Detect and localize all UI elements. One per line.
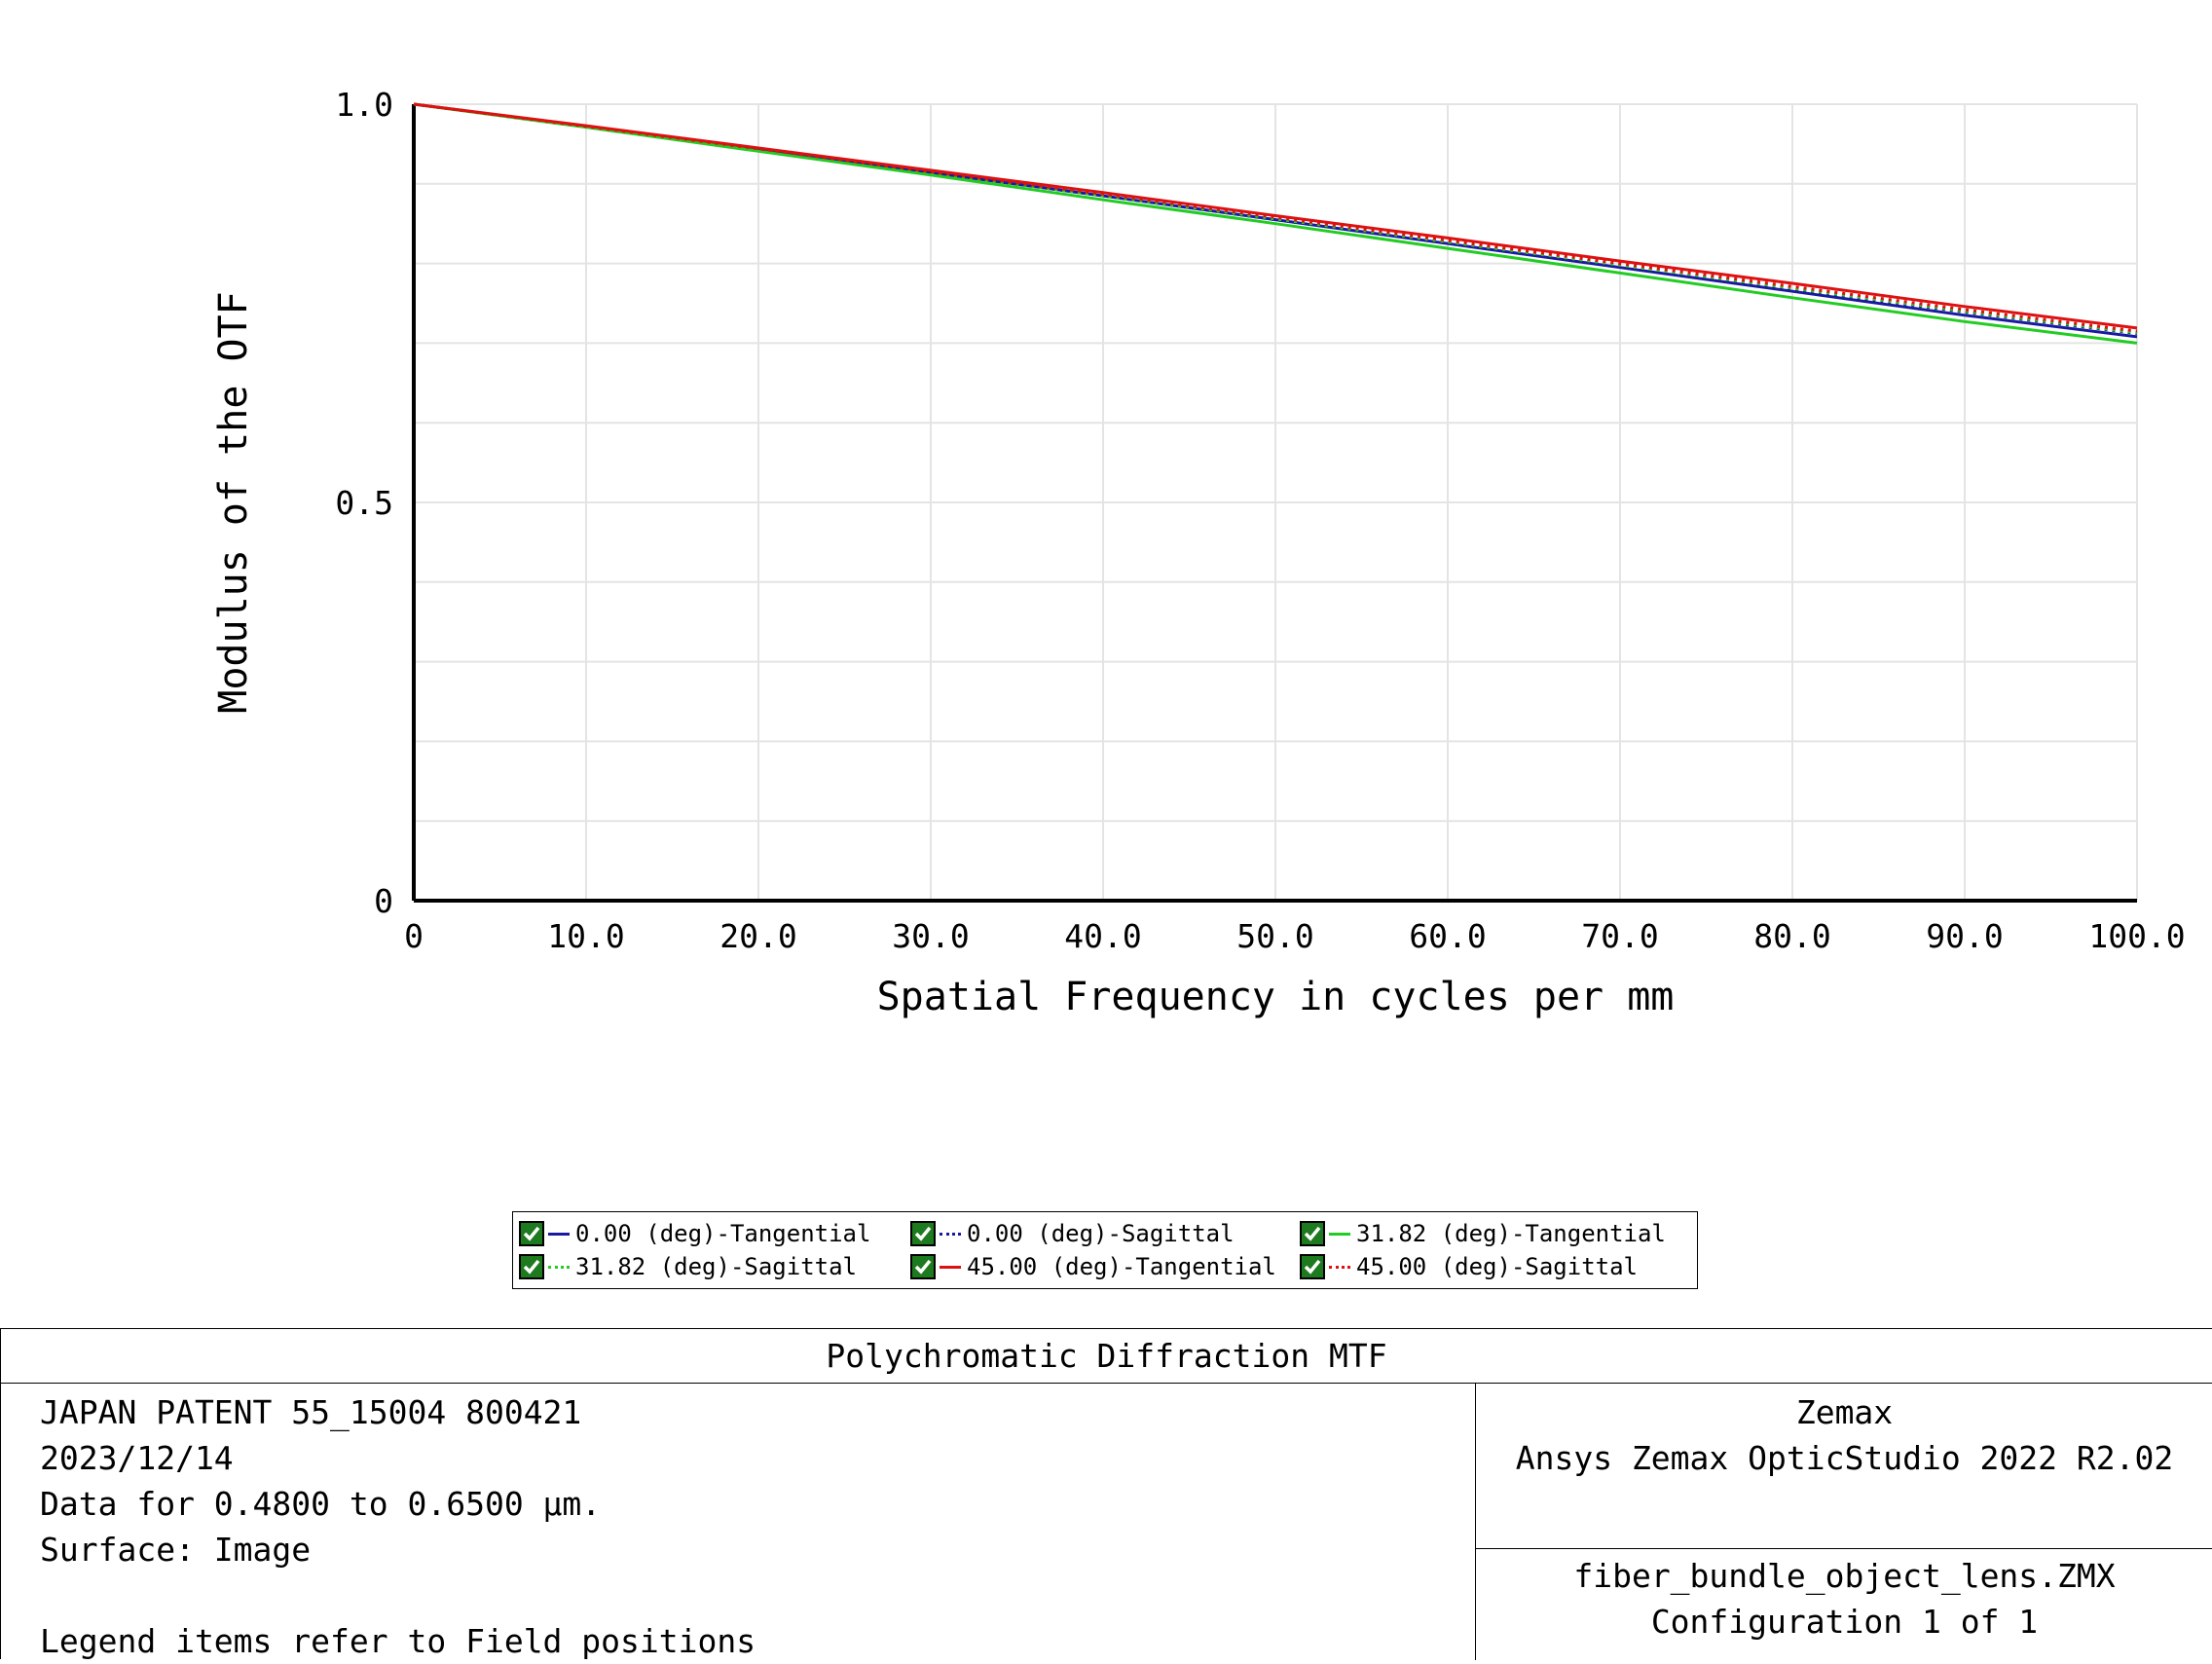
legend-label: 0.00 (deg)-Sagittal [967, 1220, 1235, 1247]
legend: 0.00 (deg)-Tangential 0.00 (deg)-Sagittal… [512, 1211, 1698, 1289]
legend-item[interactable]: 31.82 (deg)-Sagittal [519, 1251, 857, 1282]
info-vendor: Zemax [1795, 1393, 1894, 1431]
x-tick-label: 30.0 [892, 917, 969, 955]
x-tick-label: 0 [404, 917, 424, 955]
legend-label: 0.00 (deg)-Tangential [575, 1220, 871, 1247]
info-date-line: 2023/12/14 [40, 1439, 234, 1477]
x-tick-label: 90.0 [1926, 917, 2003, 955]
legend-item[interactable]: 31.82 (deg)-Tangential [1300, 1218, 1666, 1249]
legend-swatch-icon [940, 1232, 961, 1236]
x-tick-label: 60.0 [1409, 917, 1486, 955]
y-tick-label: 0 [374, 882, 393, 920]
info-left-panel: JAPAN PATENT 55_15004 800421 2023/12/14 … [40, 1389, 756, 1664]
x-tick-label: 100.0 [2088, 917, 2185, 955]
info-surface-line: Surface: Image [40, 1531, 312, 1569]
info-wavelength-line: Data for 0.4800 to 0.6500 µm. [40, 1485, 602, 1523]
y-tick-label: 0.5 [335, 484, 393, 522]
x-tick-label: 50.0 [1236, 917, 1313, 955]
info-filename: fiber_bundle_object_lens.ZMX [1573, 1557, 2116, 1595]
info-software-block: Zemax Ansys Zemax OpticStudio 2022 R2.02 [1476, 1384, 2212, 1549]
x-tick-label: 80.0 [1753, 917, 1830, 955]
series-lines [413, 102, 2138, 345]
legend-checkbox-icon[interactable] [1300, 1254, 1325, 1279]
legend-checkbox-icon[interactable] [519, 1221, 544, 1246]
y-tick-label: 1.0 [335, 86, 393, 124]
info-configuration: Configuration 1 of 1 [1650, 1603, 2039, 1641]
legend-swatch-icon [1329, 1265, 1350, 1269]
tick-labels: 0 10.0 20.0 30.0 40.0 50.0 60.0 70.0 80.0 90.0 100… [335, 86, 2185, 955]
legend-label: 45.00 (deg)-Tangential [967, 1253, 1276, 1280]
legend-checkbox-icon[interactable] [910, 1221, 936, 1246]
x-tick-label: 20.0 [719, 917, 796, 955]
info-table: Polychromatic Diffraction MTF JAPAN PATE… [0, 1328, 2212, 1660]
info-blank-line [40, 1572, 756, 1618]
legend-label: 31.82 (deg)-Tangential [1356, 1220, 1666, 1247]
legend-swatch-icon [548, 1265, 570, 1269]
legend-label: 31.82 (deg)-Sagittal [575, 1253, 857, 1280]
legend-checkbox-icon[interactable] [910, 1254, 936, 1279]
info-file-block: fiber_bundle_object_lens.ZMX Configurati… [1476, 1551, 2212, 1645]
info-software-version: Ansys Zemax OpticStudio 2022 R2.02 [1515, 1439, 2174, 1477]
legend-item[interactable]: 0.00 (deg)-Sagittal [910, 1218, 1235, 1249]
legend-swatch-icon [548, 1232, 570, 1236]
x-tick-label: 10.0 [547, 917, 624, 955]
legend-item[interactable]: 0.00 (deg)-Tangential [519, 1218, 870, 1249]
legend-item[interactable]: 45.00 (deg)-Tangential [910, 1251, 1276, 1282]
legend-checkbox-icon[interactable] [519, 1254, 544, 1279]
plot-title: Polychromatic Diffraction MTF [1, 1329, 2212, 1384]
info-right-panel: Zemax Ansys Zemax OpticStudio 2022 R2.02… [1475, 1384, 2212, 1660]
y-axis-label: Modulus of the OTF [211, 291, 256, 713]
info-legend-note-line: Legend items refer to Field positions [40, 1622, 756, 1660]
legend-label: 45.00 (deg)-Sagittal [1356, 1253, 1638, 1280]
x-axis-label: Spatial Frequency in cycles per mm [877, 975, 1675, 1019]
series-line-6 [413, 102, 2138, 333]
legend-checkbox-icon[interactable] [1300, 1221, 1325, 1246]
legend-swatch-icon [940, 1265, 961, 1269]
axes [412, 104, 2137, 903]
x-tick-label: 70.0 [1581, 917, 1658, 955]
mtf-chart: 0 10.0 20.0 30.0 40.0 50.0 60.0 70.0 80.0 90.0 100… [211, 86, 2186, 1019]
x-tick-label: 40.0 [1064, 917, 1141, 955]
info-patent-line: JAPAN PATENT 55_15004 800421 [40, 1393, 582, 1431]
legend-swatch-icon [1329, 1232, 1350, 1236]
legend-item[interactable]: 45.00 (deg)-Sagittal [1300, 1251, 1638, 1282]
